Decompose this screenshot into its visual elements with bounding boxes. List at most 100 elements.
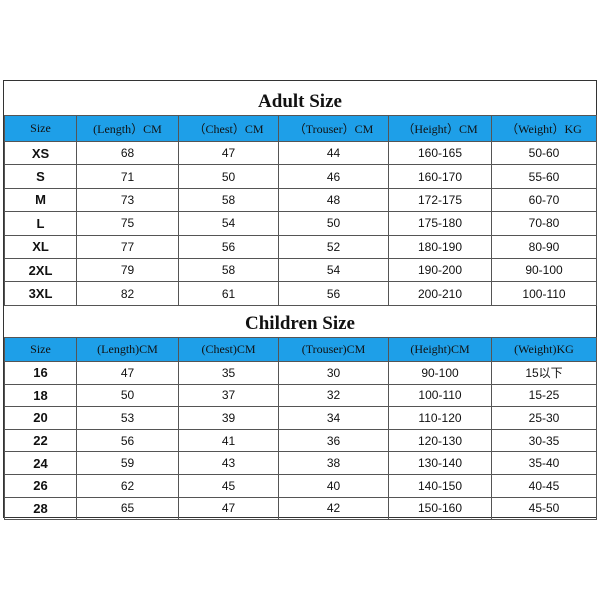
- cell: 190-200: [388, 257, 492, 283]
- cell: 56: [76, 428, 179, 453]
- row: 22 56 41 36 120-130 30-35: [4, 428, 597, 453]
- cell: 100-110: [388, 383, 492, 408]
- cell: 200-210: [388, 281, 492, 306]
- cell: 50-60: [491, 140, 597, 166]
- cell: 42: [278, 496, 389, 521]
- cell: 68: [76, 140, 179, 166]
- row: 26 62 45 40 140-150 40-45: [4, 473, 597, 498]
- header-cell: （Weight）KG: [491, 115, 597, 142]
- cell: 37: [178, 383, 279, 408]
- row: 16 47 35 30 90-100 15以下: [4, 361, 597, 385]
- cell: 22: [4, 428, 77, 453]
- cell: 79: [76, 257, 179, 283]
- row: XL 77 56 52 180-190 80-90: [4, 234, 597, 259]
- cell: 82: [76, 281, 179, 306]
- row: 18 50 37 32 100-110 15-25: [4, 383, 597, 408]
- cell: 58: [178, 187, 279, 213]
- cell: XL: [4, 234, 77, 259]
- cell: 32: [278, 383, 389, 408]
- cell: 30: [278, 361, 389, 385]
- adult-title: Adult Size: [258, 91, 342, 112]
- cell: 53: [76, 406, 179, 430]
- cell: 71: [76, 164, 179, 189]
- cell: 70-80: [491, 211, 597, 236]
- cell: 100-110: [491, 281, 597, 306]
- cell: 40: [278, 473, 389, 498]
- row: 24 59 43 38 130-140 35-40: [4, 451, 597, 475]
- cell: 38: [278, 451, 389, 475]
- cell: 52: [278, 234, 389, 259]
- cell: L: [4, 211, 77, 236]
- cell: 43: [178, 451, 279, 475]
- row: 20 53 39 34 110-120 25-30: [4, 406, 597, 430]
- cell: 34: [278, 406, 389, 430]
- header-row: Size (Length）CM （Chest）CM （Trouser）CM （Heigh…: [4, 115, 597, 142]
- cell: 39: [178, 406, 279, 430]
- cell: 56: [278, 281, 389, 306]
- header-cell: Size: [4, 115, 77, 142]
- cell: 140-150: [388, 473, 492, 498]
- cell: 130-140: [388, 451, 492, 475]
- children-table: Size (Length)CM (Chest)CM (Trouser)CM (Heigh…: [4, 337, 597, 521]
- cell: 15以下: [491, 361, 597, 385]
- cell: 73: [76, 187, 179, 213]
- adult-table: Size (Length）CM （Chest）CM （Trouser）CM （Heigh…: [4, 115, 597, 306]
- cell: XS: [4, 140, 77, 166]
- cell: M: [4, 187, 77, 213]
- cell: 180-190: [388, 234, 492, 259]
- cell: 46: [278, 164, 389, 189]
- cell: 80-90: [491, 234, 597, 259]
- header-cell: （Trouser）CM: [278, 115, 389, 142]
- cell: 50: [278, 211, 389, 236]
- cell: 59: [76, 451, 179, 475]
- cell: 160-170: [388, 164, 492, 189]
- cell: 50: [178, 164, 279, 189]
- cell: 90-100: [491, 257, 597, 283]
- cell: 55-60: [491, 164, 597, 189]
- cell: 24: [4, 451, 77, 475]
- children-title: Children Size: [245, 313, 355, 334]
- row: 28 65 47 42 150-160 45-50: [4, 496, 597, 521]
- header-cell: (Chest)CM: [178, 337, 279, 362]
- row: 2XL 79 58 54 190-200 90-100: [4, 257, 597, 283]
- cell: 45: [178, 473, 279, 498]
- header-cell: (Length)CM: [76, 337, 179, 362]
- cell: 47: [76, 361, 179, 385]
- cell: 54: [278, 257, 389, 283]
- row: L 75 54 50 175-180 70-80: [4, 211, 597, 236]
- cell: 120-130: [388, 428, 492, 453]
- cell: 175-180: [388, 211, 492, 236]
- cell: 60-70: [491, 187, 597, 213]
- cell: 56: [178, 234, 279, 259]
- header-cell: (Height)CM: [388, 337, 492, 362]
- cell: 160-165: [388, 140, 492, 166]
- cell: 47: [178, 496, 279, 521]
- cell: 35: [178, 361, 279, 385]
- cell: 20: [4, 406, 77, 430]
- cell: 45-50: [491, 496, 597, 521]
- cell: 35-40: [491, 451, 597, 475]
- cell: 28: [4, 496, 77, 521]
- cell: 25-30: [491, 406, 597, 430]
- cell: 3XL: [4, 281, 77, 306]
- cell: 77: [76, 234, 179, 259]
- cell: 62: [76, 473, 179, 498]
- size-chart: Adult Size Size (Length）CM （Chest）CM （Trous…: [3, 80, 597, 521]
- cell: 150-160: [388, 496, 492, 521]
- cell: 47: [178, 140, 279, 166]
- row: XS 68 47 44 160-165 50-60: [4, 140, 597, 166]
- cell: 58: [178, 257, 279, 283]
- cell: 41: [178, 428, 279, 453]
- cell: 90-100: [388, 361, 492, 385]
- cell: 44: [278, 140, 389, 166]
- row: 3XL 82 61 56 200-210 100-110: [4, 281, 597, 306]
- cell: 18: [4, 383, 77, 408]
- cell: 172-175: [388, 187, 492, 213]
- cell: 26: [4, 473, 77, 498]
- header-cell: (Trouser)CM: [278, 337, 389, 362]
- cell: S: [4, 164, 77, 189]
- cell: 48: [278, 187, 389, 213]
- cell: 54: [178, 211, 279, 236]
- cell: 65: [76, 496, 179, 521]
